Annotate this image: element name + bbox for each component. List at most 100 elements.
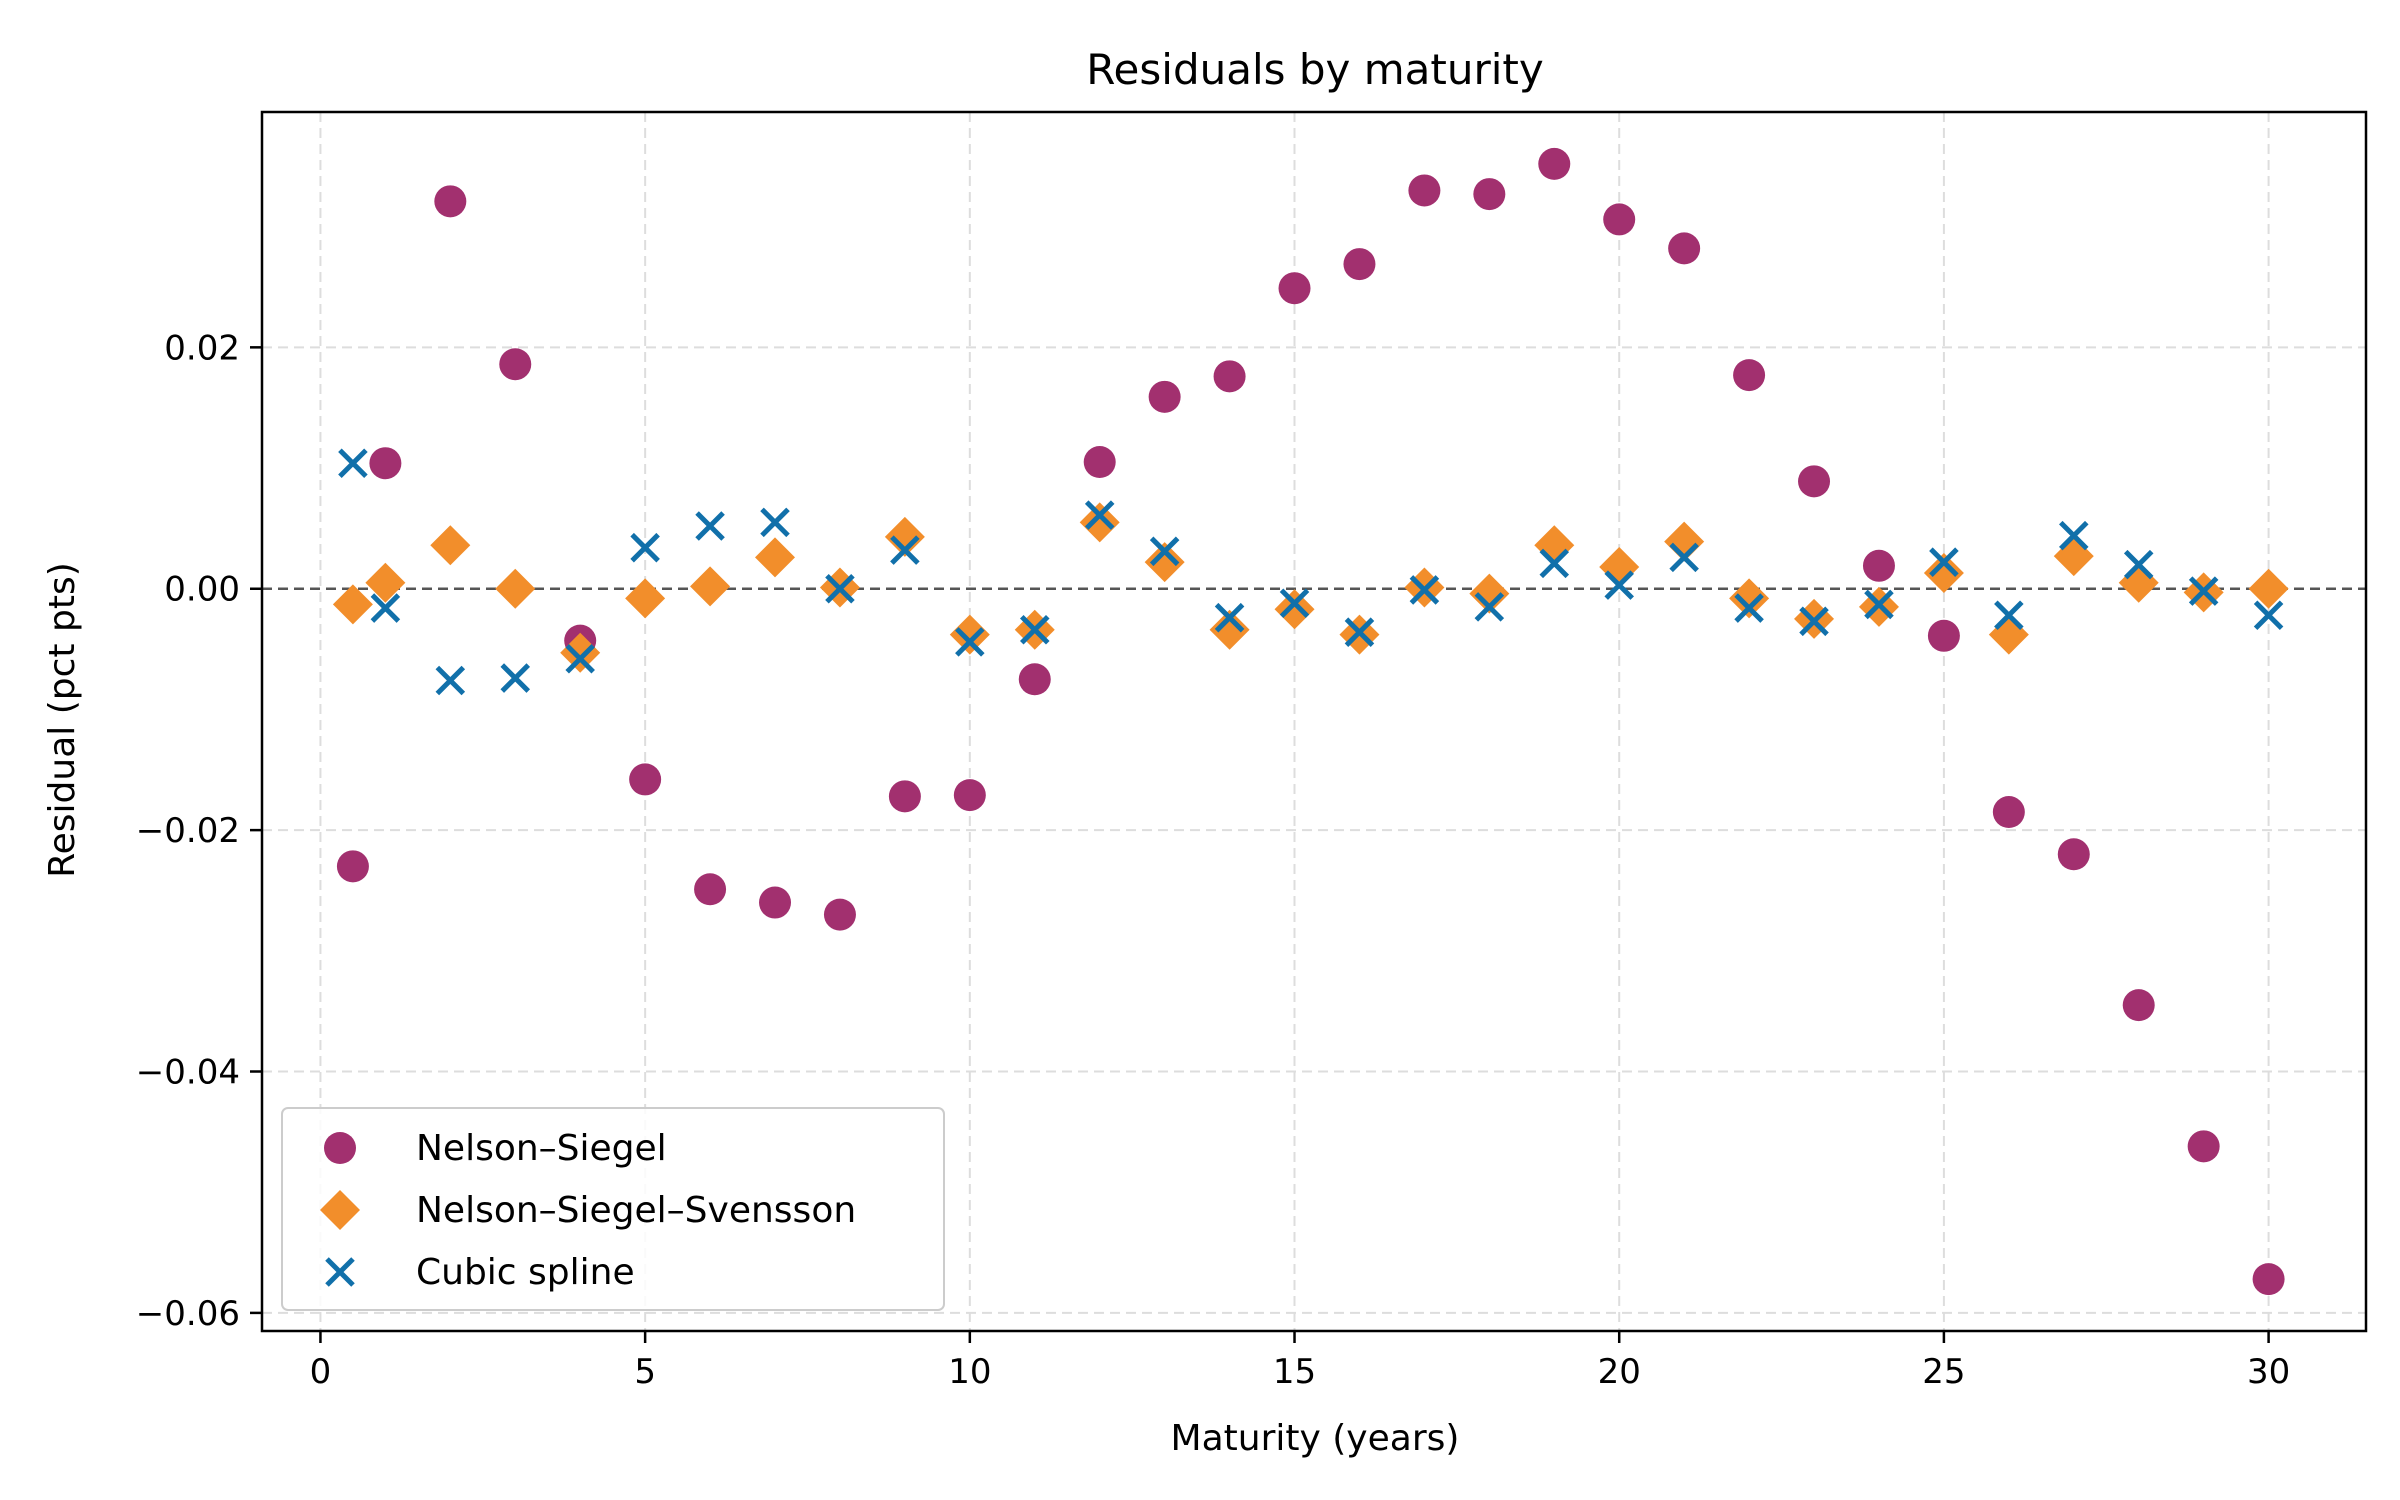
data-point-circle	[369, 447, 402, 480]
data-point-x	[1669, 542, 1699, 573]
data-point-circle	[2187, 1130, 2220, 1163]
data-point-diamond	[1469, 573, 1510, 614]
data-point-x	[1929, 547, 1959, 577]
series-3	[338, 448, 2284, 696]
data-point-circle	[823, 898, 856, 931]
data-point-circle	[2057, 838, 2090, 871]
data-point-diamond	[625, 578, 666, 619]
data-point-diamond	[884, 516, 925, 557]
data-point-x	[1149, 536, 1180, 567]
series-1	[336, 147, 2285, 1296]
data-point-diamond	[332, 584, 373, 625]
legend-box	[281, 1107, 945, 1311]
data-point-diamond	[495, 568, 536, 609]
y-tick-label: −0.04	[136, 1053, 240, 1093]
data-point-circle	[1862, 549, 1895, 582]
data-point-circle	[1733, 359, 1766, 392]
legend-marker-x	[325, 1257, 355, 1287]
data-points	[332, 147, 2289, 1296]
data-point-circle	[953, 779, 986, 812]
y-tick-label: 0.02	[164, 328, 240, 368]
data-point-x	[500, 663, 531, 693]
data-point-diamond	[430, 525, 471, 566]
y-tick-label: −0.02	[136, 811, 240, 851]
data-point-circle	[1798, 465, 1831, 498]
data-point-diamond	[1664, 521, 1705, 562]
x-tick-label: 20	[1598, 1352, 1641, 1392]
data-point-diamond	[2053, 536, 2094, 577]
data-point-x	[1084, 500, 1115, 530]
data-point-circle	[1083, 446, 1116, 479]
x-tick-label: 15	[1273, 1352, 1316, 1392]
data-point-x	[1474, 592, 1505, 622]
data-point-circle	[336, 850, 369, 883]
legend-marker-circle	[324, 1132, 356, 1164]
y-axis-ticks: 0.02 0.00 −0.02 −0.04 −0.06	[136, 328, 262, 1334]
x-tick-label: 5	[634, 1352, 656, 1392]
data-point-x	[1734, 593, 1764, 623]
data-point-circle	[1148, 380, 1181, 413]
x-tick-label: 0	[310, 1352, 332, 1392]
data-point-diamond	[560, 632, 601, 673]
y-axis-title: Residual (pct pts)	[42, 562, 83, 878]
plot-area-frame	[260, 110, 2368, 1333]
data-point-x	[1214, 602, 1245, 633]
data-point-diamond	[1209, 609, 1250, 650]
data-point-circle	[1538, 147, 1571, 180]
data-point-circle	[1927, 619, 1960, 652]
data-point-circle	[499, 348, 532, 381]
legend-label: Nelson–Siegel	[416, 1128, 667, 1169]
data-point-circle	[1992, 796, 2025, 829]
data-point-diamond	[1923, 553, 1964, 594]
data-point-diamond	[690, 566, 731, 607]
data-point-diamond	[1144, 542, 1185, 583]
data-point-x	[370, 593, 401, 623]
data-point-circle	[1278, 272, 1311, 305]
data-point-x	[1864, 589, 1894, 620]
data-point-diamond	[1988, 614, 2029, 655]
data-point-circle	[434, 185, 467, 218]
data-point-circle	[629, 763, 662, 796]
y-tick-label: −0.06	[136, 1294, 240, 1334]
data-point-circle	[1343, 248, 1376, 281]
data-point-circle	[2122, 989, 2155, 1022]
x-tick-label: 10	[948, 1352, 991, 1392]
data-point-circle	[1603, 203, 1636, 236]
data-point-circle	[694, 873, 727, 906]
data-point-diamond	[949, 614, 990, 655]
x-axis-title: Maturity (years)	[1171, 1418, 1460, 1459]
data-point-x	[2123, 549, 2154, 580]
data-point-circle	[2252, 1263, 2285, 1296]
x-axis-ticks: 0 5 10 15 20 25 30	[310, 1331, 2290, 1392]
data-point-x	[565, 643, 595, 674]
data-point-diamond	[1534, 525, 1575, 566]
data-point-circle	[888, 780, 921, 813]
data-point-x	[1799, 606, 1829, 637]
data-point-x	[2253, 600, 2284, 631]
data-point-x	[1604, 570, 1634, 600]
data-point-x	[2059, 520, 2089, 551]
data-point-x	[825, 573, 855, 604]
data-point-diamond	[1599, 547, 1640, 588]
x-tick-label: 30	[2247, 1352, 2290, 1392]
data-point-x	[890, 535, 920, 565]
data-point-x	[1409, 575, 1440, 605]
data-point-x	[1539, 548, 1570, 579]
data-point-x	[630, 532, 660, 563]
data-point-x	[2188, 576, 2219, 606]
data-point-x	[1994, 600, 2024, 631]
data-point-x	[1020, 615, 1050, 645]
data-point-circle	[759, 886, 792, 919]
data-point-x	[435, 665, 466, 696]
data-point-diamond	[1729, 578, 1770, 619]
x-tick-label: 25	[1922, 1352, 1965, 1392]
legend-marker-diamond	[320, 1190, 360, 1230]
legend-label: Cubic spline	[416, 1252, 635, 1293]
data-point-diamond	[755, 537, 796, 578]
legend: Nelson–Siegel Nelson–Siegel–Svensson Cubic…	[281, 1107, 945, 1311]
data-point-diamond	[1079, 502, 1120, 543]
data-point-circle	[1668, 232, 1701, 265]
y-tick-label: 0.00	[164, 570, 240, 610]
legend-label: Nelson–Siegel–Svensson	[416, 1190, 856, 1231]
